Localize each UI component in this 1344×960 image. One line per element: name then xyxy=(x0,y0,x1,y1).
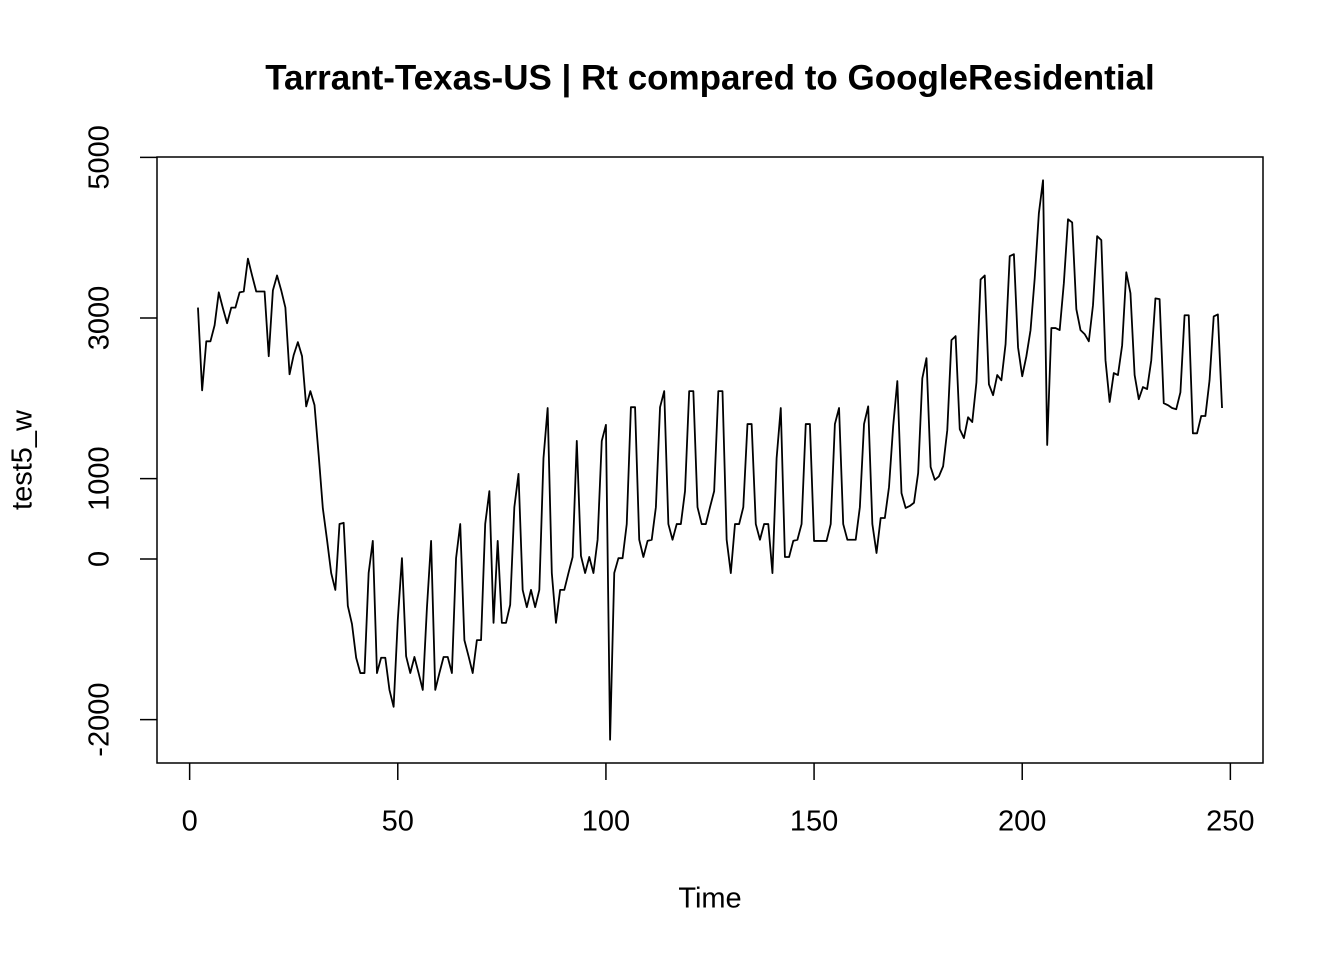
y-tick-label: -2000 xyxy=(84,683,116,757)
y-axis-label: test5_w xyxy=(7,409,39,510)
x-tick-label: 0 xyxy=(182,806,198,838)
plot-frame xyxy=(156,156,1264,764)
y-tick-label: 0 xyxy=(84,551,116,567)
x-tick-label: 250 xyxy=(1206,806,1254,838)
x-tick-label: 150 xyxy=(790,806,838,838)
chart-title: Tarrant-Texas-US | Rt compared to Google… xyxy=(265,58,1155,97)
y-tick-label: 1000 xyxy=(84,446,116,511)
x-tick-label: 100 xyxy=(582,806,630,838)
series-line xyxy=(197,179,1223,741)
x-axis-label: Time xyxy=(678,883,741,915)
x-tick-label: 50 xyxy=(382,806,414,838)
y-tick-label: 3000 xyxy=(84,286,116,351)
x-tick-label: 200 xyxy=(998,806,1046,838)
y-tick-label: 5000 xyxy=(84,125,116,190)
